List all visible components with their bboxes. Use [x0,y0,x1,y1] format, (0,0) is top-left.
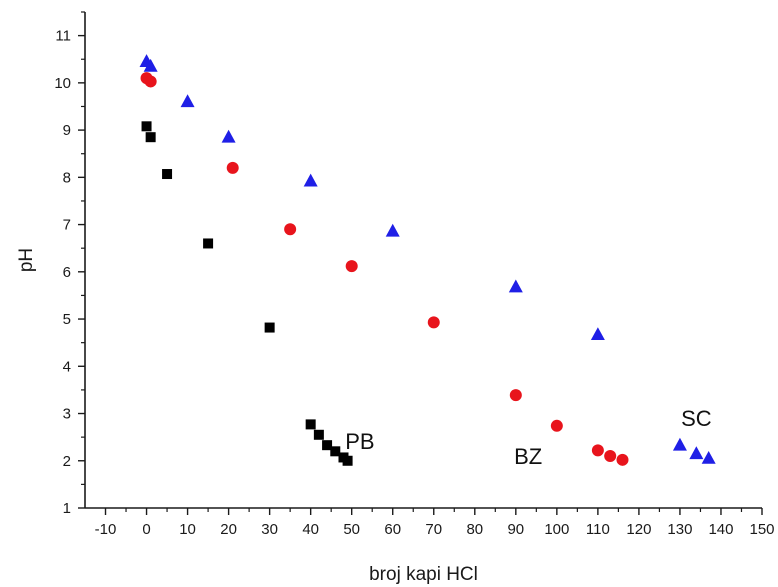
triangle-marker [385,223,400,237]
plot-frame [84,12,762,509]
x-tick-label: 10 [179,521,196,538]
x-tick-label: 100 [544,521,569,538]
triangle-marker [672,437,687,451]
triangle-marker [508,279,523,293]
triangle-marker [701,450,716,464]
x-tick-label: 80 [466,521,483,538]
square-marker [141,121,152,132]
annotation-label: BZ [514,444,542,469]
data-markers [139,54,716,466]
x-tick-label: 30 [261,521,278,538]
circle-marker [509,389,522,402]
annotations: PB BZ SC [345,406,712,469]
y-tick-label: 6 [63,264,71,281]
square-marker [342,455,353,466]
square-marker [305,419,316,430]
x-tick-label: 70 [425,521,442,538]
circle-marker [427,316,440,329]
x-axis-label: broj kapi HCl [369,564,478,585]
y-axis-label: pH [16,248,37,272]
y-tick-label: 1 [63,500,71,517]
annotation-label: SC [681,406,712,431]
y-tick-label: 5 [63,311,71,328]
square-marker [162,169,173,180]
square-marker [145,132,156,143]
x-axis-ticks: -10 0 10 20 30 40 50 60 70 80 90 100 110 120 130 140 150 [95,508,775,538]
y-tick-label: 3 [63,406,71,423]
circle-marker [144,75,157,88]
y-axis-ticks: 1 2 3 4 5 6 7 8 9 10 11 [54,11,85,517]
x-tick-label: 130 [667,521,692,538]
x-tick-label: 50 [343,521,360,538]
triangle-marker [143,58,158,72]
y-tick-label: 7 [63,217,71,234]
circle-marker [284,223,297,236]
x-tick-label: 90 [507,521,524,538]
square-marker [313,429,324,440]
triangle-marker [303,173,318,187]
triangle-marker [180,94,195,108]
circle-marker [591,444,604,457]
square-marker [330,446,341,457]
circle-marker [345,260,358,273]
circle-marker [604,450,617,463]
circle-marker [616,453,629,466]
y-tick-label: 11 [55,28,71,45]
y-tick-label: 2 [63,453,71,470]
triangle-marker [221,129,236,143]
x-tick-label: 60 [384,521,401,538]
annotation-label: PB [345,429,374,454]
x-tick-label: -10 [95,521,117,538]
y-tick-label: 4 [63,358,71,375]
x-tick-label: 120 [626,521,651,538]
x-tick-label: 110 [586,521,610,538]
x-tick-label: 150 [749,521,774,538]
y-tick-label: 8 [63,169,71,186]
y-tick-label: 9 [63,122,71,139]
circle-marker [226,161,239,174]
triangle-marker [590,327,605,341]
square-marker [203,238,214,249]
x-tick-label: 40 [302,521,319,538]
circle-marker [550,419,563,432]
square-marker [322,440,333,451]
x-tick-label: 140 [708,521,733,538]
square-marker [264,322,275,333]
x-tick-label: 20 [220,521,237,538]
y-tick-label: 10 [54,75,71,92]
triangle-marker [689,446,704,460]
x-tick-label: 0 [142,521,150,538]
